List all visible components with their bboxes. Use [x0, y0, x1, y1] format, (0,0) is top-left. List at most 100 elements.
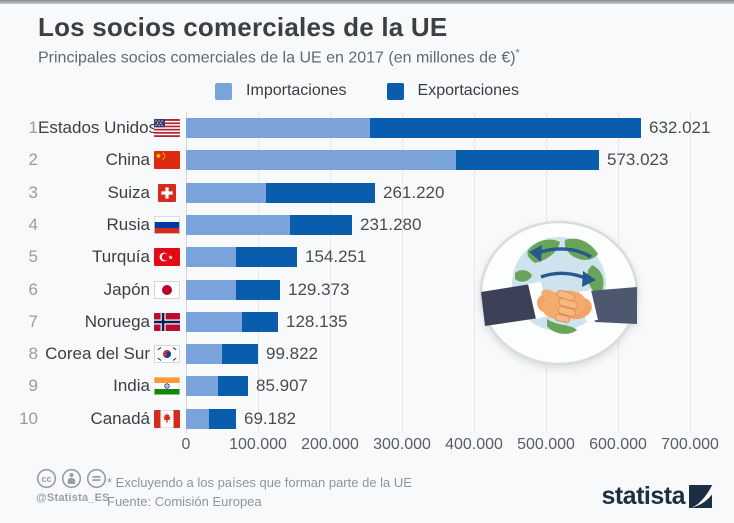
- x-axis-tick-label: 300.000: [373, 436, 431, 453]
- cc-nd-icon: [86, 468, 107, 489]
- x-axis-tick-label: 200.000: [301, 436, 359, 453]
- exports-bar-segment: [236, 247, 297, 268]
- flag-jp-icon: [154, 280, 180, 299]
- total-value-label: 573.023: [607, 150, 669, 170]
- stacked-bar-chart: 0 100.000 200.000 300.000 400.000 500.000 600.…: [0, 112, 734, 453]
- x-axis-tick-label: 700.000: [661, 436, 719, 453]
- x-axis-tick-label: 0: [181, 436, 191, 453]
- exports-bar-segment: [456, 150, 599, 171]
- top-border: [0, 0, 734, 4]
- flag-no-icon: [154, 312, 180, 331]
- country-label: Noruega: [84, 311, 150, 331]
- footnote-marker: *: [515, 48, 520, 59]
- table-row: 4 Rusia 231.280: [0, 214, 734, 235]
- statista-logo-icon: [689, 485, 712, 508]
- chart-legend: Importaciones Exportaciones: [0, 82, 734, 100]
- exports-bar-segment: [242, 311, 278, 332]
- rank-label: 3: [28, 182, 38, 202]
- imports-bar-segment: [186, 182, 266, 203]
- imports-bar-segment: [186, 408, 209, 429]
- country-label: Suiza: [107, 182, 150, 202]
- license-block: cc @Statista_ES: [36, 468, 110, 504]
- country-label: Canadá: [90, 408, 150, 428]
- rank-label: 6: [28, 279, 38, 299]
- rank-label: 9: [28, 376, 38, 396]
- exports-bar-segment: [222, 344, 258, 365]
- rank-label: 5: [28, 247, 38, 267]
- rank-label: 1: [28, 118, 38, 137]
- flag-ca-icon: [154, 409, 180, 428]
- total-value-label: 99.822: [266, 344, 318, 364]
- exports-bar-segment: [370, 118, 641, 138]
- flag-ru-icon: [154, 215, 180, 234]
- imports-bar-segment: [186, 150, 456, 171]
- page-title: Los socios comerciales de la UE: [38, 12, 448, 42]
- table-row: 10 Canadá 69.182: [0, 408, 734, 429]
- source-text: Fuente: Comisión Europea: [107, 494, 262, 509]
- imports-bar-segment: [186, 344, 222, 365]
- rank-label: 7: [28, 311, 38, 331]
- total-value-label: 154.251: [305, 247, 367, 267]
- table-row: 6 Japón 129.373: [0, 279, 734, 300]
- exports-bar-segment: [218, 376, 248, 397]
- handshake-icon: [481, 282, 637, 326]
- total-value-label: 231.280: [360, 214, 422, 234]
- imports-bar-segment: [186, 118, 370, 138]
- gridline: [186, 112, 187, 433]
- country-label: China: [105, 150, 150, 170]
- svg-text:cc: cc: [41, 474, 51, 484]
- flag-cn-icon: [154, 151, 180, 170]
- statista-handle: @Statista_ES: [36, 492, 110, 504]
- cc-by-icon: [61, 468, 82, 489]
- total-value-label: 261.220: [383, 182, 445, 202]
- total-value-label: 128.135: [286, 311, 348, 331]
- country-label: Japón: [103, 279, 150, 299]
- country-label: Estados Unidos: [38, 118, 158, 137]
- table-row: 7 Noruega 128.135: [0, 311, 734, 332]
- table-row: 8 Corea del Sur 99.822: [0, 344, 734, 365]
- gridline: [402, 112, 403, 433]
- imports-bar-segment: [186, 376, 218, 397]
- x-axis-tick-label: 100.000: [229, 436, 287, 453]
- table-row: 2 China 573.023: [0, 150, 734, 171]
- flag-in-icon: [154, 377, 180, 396]
- exports-bar-segment: [290, 214, 352, 235]
- gridline: [330, 112, 331, 433]
- imports-bar-segment: [186, 311, 242, 332]
- table-row: 9 India 85.907: [0, 376, 734, 397]
- cc-icon: cc: [36, 468, 57, 489]
- flag-ch-icon: [154, 183, 180, 202]
- x-axis-tick-label: 400.000: [445, 436, 503, 453]
- exports-bar-segment: [236, 279, 280, 300]
- footnote-text: * Excluyendo a los países que forman par…: [107, 475, 412, 490]
- x-axis: 0 100.000 200.000 300.000 400.000 500.000 600.…: [0, 436, 734, 458]
- legend-exports-label: Exportaciones: [417, 82, 519, 99]
- rank-label: 8: [28, 344, 38, 364]
- gridline: [690, 112, 691, 433]
- handshake-globe-illustration: [479, 220, 639, 366]
- imports-bar-segment: [186, 279, 236, 300]
- notes-block: * Excluyendo a los países que forman par…: [107, 473, 412, 511]
- total-value-label: 129.373: [288, 279, 350, 299]
- x-axis-tick-label: 600.000: [589, 436, 647, 453]
- imports-bar-segment: [186, 247, 236, 268]
- country-label: Rusia: [106, 214, 150, 234]
- subtitle: Principales socios comerciales de la UE …: [38, 48, 519, 67]
- flag-kr-icon: [154, 345, 180, 364]
- gridline: [258, 112, 259, 433]
- rank-label: 4: [28, 214, 38, 234]
- exports-bar-segment: [266, 182, 375, 203]
- statista-logo: statista: [601, 482, 712, 511]
- imports-swatch-icon: [215, 82, 233, 100]
- exports-bar-segment: [209, 408, 236, 429]
- total-value-label: 85.907: [256, 376, 308, 396]
- total-value-label: 632.021: [649, 118, 711, 137]
- subtitle-text: Principales socios comerciales de la UE …: [38, 49, 516, 67]
- country-label: Corea del Sur: [45, 344, 150, 364]
- statista-logo-text: statista: [601, 482, 685, 510]
- rank-label: 2: [28, 150, 38, 170]
- legend-imports-label: Importaciones: [246, 82, 347, 99]
- flag-tr-icon: [154, 248, 180, 267]
- imports-bar-segment: [186, 214, 290, 235]
